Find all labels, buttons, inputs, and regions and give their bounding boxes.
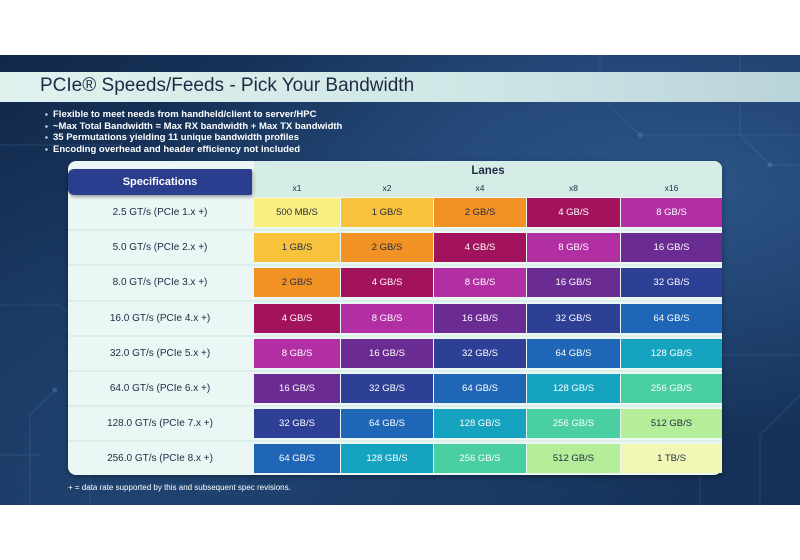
bandwidth-cell: 128 GB/S <box>341 444 433 474</box>
bandwidth-cell: 4 GB/S <box>254 303 340 333</box>
row-separator <box>68 405 722 408</box>
bandwidth-cell: 16 GB/S <box>527 268 620 298</box>
spec-label: 256.0 GT/s (PCIe 8.x +) <box>107 453 213 465</box>
bandwidth-cell: 256 GB/S <box>527 409 620 439</box>
bandwidth-cell: 32 GB/S <box>434 338 526 368</box>
bullet-item: Encoding overhead and header efficiency … <box>45 144 342 156</box>
title-bar: PCIe® Speeds/Feeds - Pick Your Bandwidth <box>0 72 800 102</box>
bandwidth-cell: 4 GB/S <box>527 198 620 227</box>
bandwidth-cell: 2 GB/S <box>341 233 433 263</box>
spec-label: 8.0 GT/s (PCIe 3.x +) <box>112 277 208 289</box>
lanes-header: Lanes <box>471 165 505 177</box>
bullet-item: Flexible to meet needs from handheld/cli… <box>45 109 342 121</box>
bandwidth-cell: 1 GB/S <box>254 233 340 263</box>
bandwidth-cell: 2 GB/S <box>254 268 340 298</box>
bandwidth-cell: 4 GB/S <box>434 233 526 263</box>
lanes-header-band <box>254 161 722 197</box>
spec-label: 16.0 GT/s (PCIe 4.x +) <box>109 312 211 324</box>
slide: PCIe® Speeds/Feeds - Pick Your Bandwidth… <box>0 55 800 505</box>
row-separator <box>68 440 722 443</box>
bandwidth-cell: 32 GB/S <box>527 303 620 333</box>
bandwidth-cell: 64 GB/S <box>434 374 526 403</box>
bandwidth-cell: 8 GB/S <box>621 198 722 227</box>
bandwidth-cell: 1 TB/S <box>621 444 722 474</box>
row-separator <box>68 334 722 337</box>
bandwidth-cell: 256 GB/S <box>434 444 526 474</box>
bandwidth-cell: 16 GB/S <box>621 233 722 263</box>
row-separator <box>68 370 722 372</box>
row-separator <box>68 264 722 267</box>
bullet-item: 35 Permutations yielding 11 unique bandw… <box>45 132 342 144</box>
bandwidth-cell: 64 GB/S <box>341 409 433 439</box>
bandwidth-cell: 500 MB/S <box>254 198 340 227</box>
bandwidth-cell: 256 GB/S <box>621 374 722 403</box>
bandwidth-cell: 128 GB/S <box>434 409 526 439</box>
spec-label: 64.0 GT/s (PCIe 6.x +) <box>109 383 211 394</box>
bandwidth-cell: 128 GB/S <box>527 374 620 403</box>
bandwidth-cell: 8 GB/S <box>527 233 620 263</box>
footnote: + = data rate supported by this and subs… <box>68 483 291 492</box>
spec-label: 5.0 GT/s (PCIe 2.x +) <box>112 242 208 254</box>
bandwidth-cell: 64 GB/S <box>621 303 722 333</box>
bandwidth-cell: 32 GB/S <box>254 409 340 439</box>
bandwidth-cell: 128 GB/S <box>621 338 722 368</box>
bandwidth-cell: 64 GB/S <box>254 444 340 474</box>
bandwidth-cell: 16 GB/S <box>434 303 526 333</box>
lane-header-x2: x2 <box>382 183 392 193</box>
bullet-item: ~Max Total Bandwidth = Max RX bandwidth … <box>45 121 342 133</box>
row-separator <box>68 299 722 302</box>
bandwidth-cell: 32 GB/S <box>341 374 433 403</box>
spec-label: 128.0 GT/s (PCIe 7.x +) <box>107 418 213 430</box>
page-title: PCIe® Speeds/Feeds - Pick Your Bandwidth <box>40 75 415 96</box>
bandwidth-cell: 8 GB/S <box>254 338 340 368</box>
bandwidth-cell: 4 GB/S <box>341 268 433 298</box>
bandwidth-cell: 512 GB/S <box>527 444 620 474</box>
bandwidth-cell: 512 GB/S <box>621 409 722 439</box>
specifications-header: Specifications <box>68 169 252 195</box>
spec-label: 2.5 GT/s (PCIe 1.x +) <box>112 207 208 218</box>
row-separator <box>68 229 722 232</box>
lane-header-x4: x4 <box>475 183 485 193</box>
bandwidth-cell: 8 GB/S <box>434 268 526 298</box>
bandwidth-cell: 32 GB/S <box>621 268 722 298</box>
bandwidth-cell: 16 GB/S <box>254 374 340 403</box>
bandwidth-cell: 16 GB/S <box>341 338 433 368</box>
bandwidth-cell: 1 GB/S <box>341 198 433 227</box>
lane-header-x16: x16 <box>664 183 679 193</box>
bullet-list: Flexible to meet needs from handheld/cli… <box>45 109 342 155</box>
bandwidth-cell: 8 GB/S <box>341 303 433 333</box>
bandwidth-cell: 64 GB/S <box>527 338 620 368</box>
bandwidth-cell: 2 GB/S <box>434 198 526 227</box>
lane-header-x8: x8 <box>569 183 578 193</box>
lane-header-x1: x1 <box>292 183 302 193</box>
spec-label: 32.0 GT/s (PCIe 5.x +) <box>109 347 211 359</box>
